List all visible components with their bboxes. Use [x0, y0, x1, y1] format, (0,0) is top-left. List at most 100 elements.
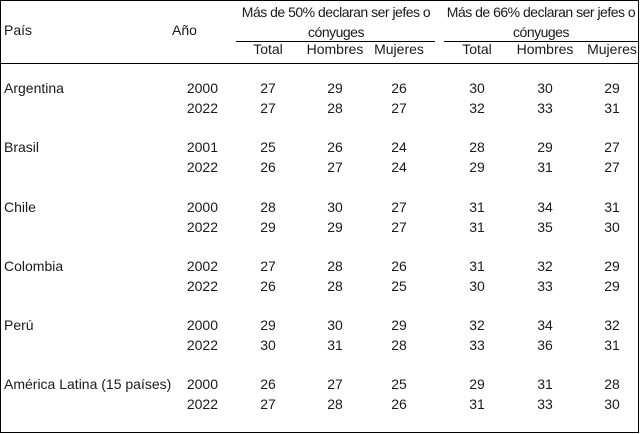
cell-value: 29: [604, 278, 620, 294]
row-year: 2002: [186, 258, 218, 274]
row-country: Argentina: [4, 80, 64, 96]
cell-value: 29: [604, 258, 620, 274]
cell-value: 30: [469, 80, 485, 96]
cell-value: 28: [391, 337, 407, 353]
cell-value: 31: [469, 258, 485, 274]
cell-value: 33: [537, 100, 553, 116]
header-bottom-rule: [0, 63, 639, 64]
cell-value: 31: [469, 396, 485, 412]
row-country: Perú: [4, 317, 34, 333]
cell-value: 29: [469, 376, 485, 392]
cell-value: 33: [537, 278, 553, 294]
cell-value: 27: [260, 100, 276, 116]
cell-value: 32: [537, 258, 553, 274]
cell-value: 31: [604, 199, 620, 215]
cell-value: 27: [391, 199, 407, 215]
cell-value: 26: [260, 376, 276, 392]
cell-value: 27: [604, 159, 620, 175]
cell-value: 30: [537, 80, 553, 96]
cell-value: 27: [327, 159, 343, 175]
cell-value: 34: [537, 317, 553, 333]
row-year: 2022: [186, 100, 218, 116]
cell-value: 27: [260, 80, 276, 96]
cell-value: 26: [391, 80, 407, 96]
cell-value: 28: [327, 258, 343, 274]
cell-value: 27: [327, 376, 343, 392]
cell-value: 26: [327, 139, 343, 155]
cell-value: 30: [260, 337, 276, 353]
cell-value: 25: [391, 376, 407, 392]
header-group-50-line1: Más de 50% declaran ser jefes o: [241, 4, 431, 20]
subheader-total-66: Total: [462, 41, 492, 57]
cell-value: 31: [537, 376, 553, 392]
cell-value: 26: [260, 159, 276, 175]
cell-value: 32: [469, 100, 485, 116]
cell-value: 29: [260, 219, 276, 235]
cell-value: 31: [604, 100, 620, 116]
cell-value: 26: [391, 396, 407, 412]
cell-value: 28: [260, 199, 276, 215]
subheader-total-50: Total: [253, 41, 283, 57]
cell-value: 28: [327, 100, 343, 116]
header-group-50: Más de 50% declaran ser jefes o cónyuges: [236, 2, 436, 42]
row-country: Chile: [4, 199, 36, 215]
subheader-mujeres-66: Mujeres: [587, 41, 637, 57]
cell-value: 27: [391, 100, 407, 116]
cell-value: 27: [391, 219, 407, 235]
row-year: 2022: [186, 396, 218, 412]
cell-value: 30: [327, 199, 343, 215]
cell-value: 29: [327, 219, 343, 235]
header-group-66-line2: cónyuges: [513, 24, 569, 40]
cell-value: 29: [469, 159, 485, 175]
cell-value: 26: [260, 278, 276, 294]
header-group-50-line2: cónyuges: [308, 24, 364, 40]
cell-value: 32: [604, 317, 620, 333]
cell-value: 27: [604, 139, 620, 155]
cell-value: 31: [469, 219, 485, 235]
cell-value: 35: [537, 219, 553, 235]
cell-value: 24: [391, 159, 407, 175]
cell-value: 36: [537, 337, 553, 353]
row-year: 2000: [186, 376, 218, 392]
cell-value: 30: [604, 396, 620, 412]
cell-value: 25: [391, 278, 407, 294]
row-country: América Latina (15 países): [4, 376, 172, 392]
row-year: 2022: [186, 337, 218, 353]
cell-value: 31: [327, 337, 343, 353]
header-anio: Año: [172, 22, 197, 38]
header-underline-66: [444, 41, 638, 42]
row-year: 2000: [186, 80, 218, 96]
row-country: Brasil: [4, 139, 40, 155]
cell-value: 28: [327, 278, 343, 294]
header-group-66-line1: Más de 66% declaran ser jefes o: [446, 4, 636, 20]
row-country: Colombia: [4, 258, 64, 274]
cell-value: 29: [604, 80, 620, 96]
subheader-mujeres-50: Mujeres: [374, 41, 424, 57]
cell-value: 30: [469, 278, 485, 294]
header-group-66: Más de 66% declaran ser jefes o cónyuges: [444, 2, 638, 42]
row-year: 2001: [186, 139, 218, 155]
cell-value: 29: [537, 139, 553, 155]
cell-value: 28: [327, 396, 343, 412]
cell-value: 27: [260, 258, 276, 274]
header-underline-50: [236, 41, 435, 42]
header-pais: País: [4, 22, 33, 38]
cell-value: 30: [327, 317, 343, 333]
cell-value: 25: [260, 139, 276, 155]
cell-value: 34: [537, 199, 553, 215]
cell-value: 32: [469, 317, 485, 333]
cell-value: 27: [260, 396, 276, 412]
cell-value: 28: [469, 139, 485, 155]
cell-value: 33: [537, 396, 553, 412]
row-year: 2000: [186, 199, 218, 215]
subheader-hombres-66: Hombres: [516, 41, 574, 57]
cell-value: 26: [391, 258, 407, 274]
cell-value: 28: [604, 376, 620, 392]
row-year: 2000: [186, 317, 218, 333]
cell-value: 29: [327, 80, 343, 96]
cell-value: 31: [537, 159, 553, 175]
cell-value: 31: [469, 199, 485, 215]
row-year: 2022: [186, 159, 218, 175]
cell-value: 33: [469, 337, 485, 353]
